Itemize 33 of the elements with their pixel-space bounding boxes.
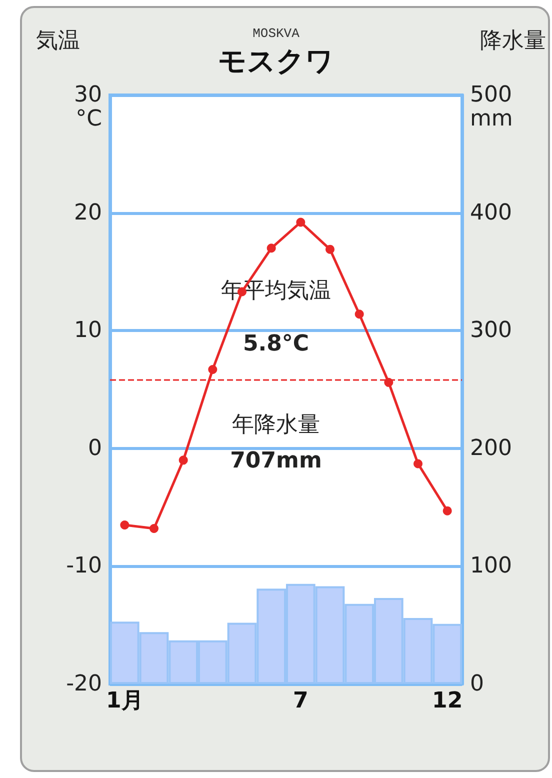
point	[384, 378, 394, 387]
y-tick-label: 20	[74, 200, 102, 226]
y-tick-label: -20	[66, 672, 102, 696]
x-tick-label: 7	[293, 688, 308, 714]
y2-axis-title: 降水量	[480, 28, 546, 54]
point	[326, 244, 334, 254]
x-tick-label: 1月	[106, 688, 144, 714]
chart-title: モスクワ	[218, 44, 334, 78]
point	[296, 218, 306, 227]
point	[414, 459, 422, 468]
annotation: 707mm	[230, 448, 322, 474]
point	[208, 364, 218, 374]
chart-subtitle: MOSKVA	[252, 26, 300, 41]
y-tick-label: 0	[88, 436, 102, 461]
annotation: 5.8°C	[242, 332, 310, 356]
y-tick-label: 10	[74, 318, 102, 344]
point	[266, 244, 276, 253]
y2-tick-label: 100	[470, 554, 512, 579]
annotation: 年降水量	[232, 412, 320, 438]
x-tick-label: 12	[432, 688, 463, 714]
y2-tick-label: 300	[470, 318, 512, 344]
y-tick-label: 30 °C	[74, 82, 102, 132]
y-axis-title: 気温	[36, 28, 80, 54]
y2-tick-label: 500 mm	[470, 82, 513, 132]
point	[178, 456, 188, 465]
point	[354, 310, 364, 319]
y2-tick-label: 400	[470, 200, 512, 226]
point	[120, 520, 130, 530]
point	[150, 524, 158, 533]
point	[442, 506, 452, 516]
y2-tick-label: 0	[470, 672, 484, 696]
y2-tick-label: 200	[470, 436, 512, 461]
y-tick-label: -10	[66, 554, 102, 579]
